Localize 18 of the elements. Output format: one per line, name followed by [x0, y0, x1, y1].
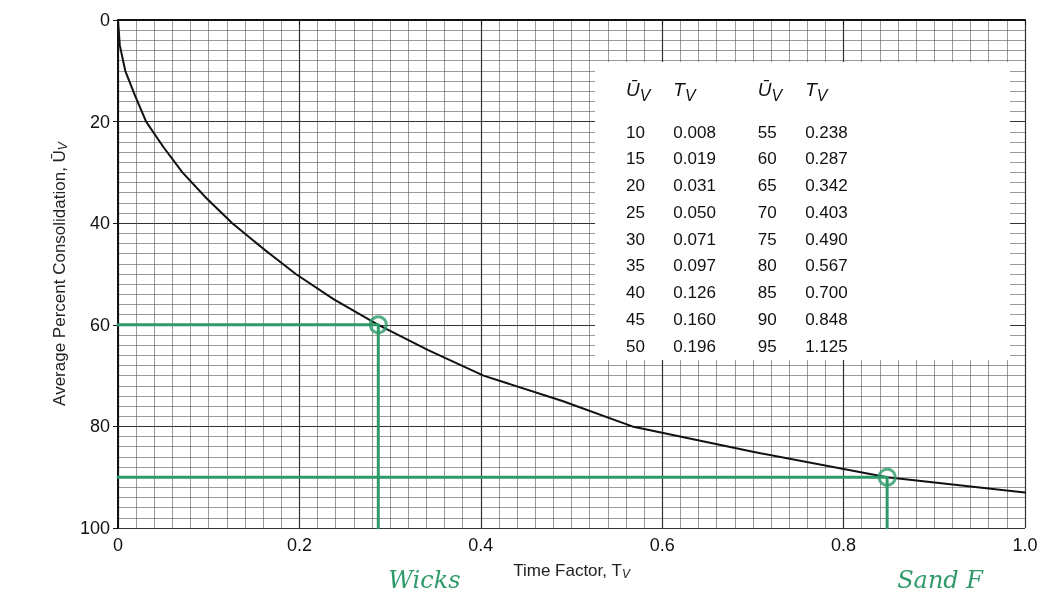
annotation: Ū$_{V}$: [625, 77, 653, 106]
annotation: Sand F: [897, 566, 985, 594]
value-table: Ū$_{V}$ T$_{V}$ 10 0.008 15 0.019 20 0.031 25 0.050 30 0.071 35 0.097 40 0.126 45 0.160 50 0.196 Ū$_{V}$ T$_{V}$ 55 0.238 60 0.287 65 0.342 70 0.403 75 0.490 80 0.567 85 0.700 90 0.848 95 1.125: [595, 62, 1010, 360]
annotation: Wicks: [388, 566, 461, 594]
x-tick-label: 0: [112, 535, 124, 555]
x-tick-label: 0.6: [649, 535, 675, 555]
x-tick-label: 0.4: [468, 535, 494, 555]
y-tick-label: 0: [99, 10, 110, 30]
annotation: T$_{V}$: [672, 77, 698, 106]
y-tick-label: 100: [79, 518, 110, 538]
x-tick-label: 1.0: [1012, 535, 1038, 555]
y-tick-label: 20: [89, 111, 110, 132]
x-tick-label: 0.2: [286, 535, 312, 555]
y-tick-label: 60: [89, 314, 110, 335]
x-tick-label: 0.8: [831, 535, 857, 555]
y-tick-label: 40: [89, 213, 110, 234]
y-tick-label: 80: [89, 416, 110, 437]
y-axis-title: Average Percent Consolidation, ŪV: [49, 141, 71, 406]
